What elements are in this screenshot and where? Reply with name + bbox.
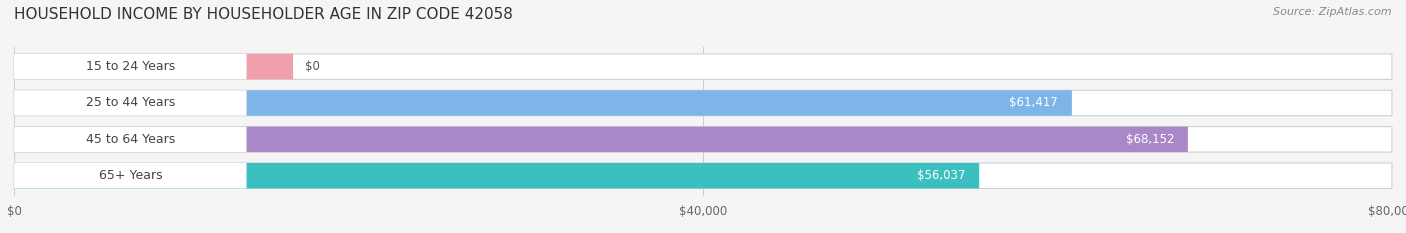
Text: $61,417: $61,417: [1010, 96, 1059, 110]
FancyBboxPatch shape: [14, 54, 292, 79]
Text: $56,037: $56,037: [917, 169, 966, 182]
FancyBboxPatch shape: [14, 90, 1392, 116]
FancyBboxPatch shape: [14, 163, 1392, 188]
FancyBboxPatch shape: [14, 54, 246, 79]
Text: 15 to 24 Years: 15 to 24 Years: [86, 60, 174, 73]
FancyBboxPatch shape: [14, 127, 246, 152]
Text: $0: $0: [305, 60, 319, 73]
FancyBboxPatch shape: [14, 54, 1392, 79]
FancyBboxPatch shape: [14, 127, 1392, 152]
FancyBboxPatch shape: [14, 163, 979, 188]
Text: 25 to 44 Years: 25 to 44 Years: [86, 96, 174, 110]
FancyBboxPatch shape: [14, 90, 246, 116]
Text: $68,152: $68,152: [1126, 133, 1174, 146]
FancyBboxPatch shape: [14, 163, 246, 188]
Text: 65+ Years: 65+ Years: [98, 169, 162, 182]
FancyBboxPatch shape: [14, 127, 1188, 152]
Text: HOUSEHOLD INCOME BY HOUSEHOLDER AGE IN ZIP CODE 42058: HOUSEHOLD INCOME BY HOUSEHOLDER AGE IN Z…: [14, 7, 513, 22]
Text: 45 to 64 Years: 45 to 64 Years: [86, 133, 174, 146]
FancyBboxPatch shape: [14, 90, 1071, 116]
Text: Source: ZipAtlas.com: Source: ZipAtlas.com: [1274, 7, 1392, 17]
